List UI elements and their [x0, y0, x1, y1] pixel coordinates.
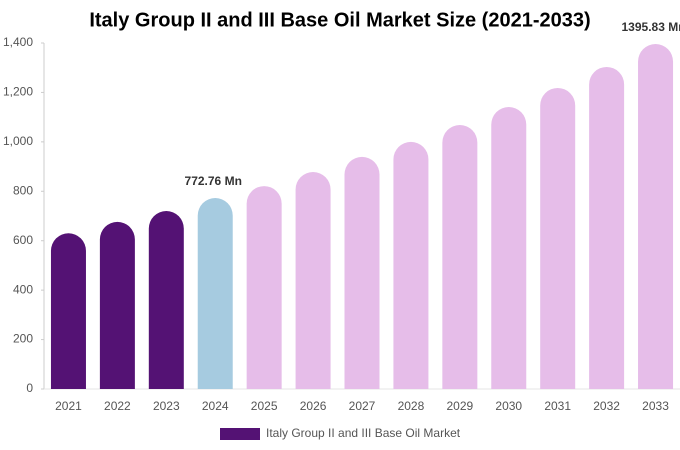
x-tick-label: 2027	[349, 399, 376, 413]
legend-label: Italy Group II and III Base Oil Market	[266, 426, 461, 440]
x-tick-label: 2031	[544, 399, 571, 413]
bar	[246, 186, 282, 389]
bar	[50, 233, 86, 389]
bar	[148, 211, 184, 389]
y-tick-label: 0	[26, 381, 33, 395]
value-label: 1395.83 Mn	[622, 20, 680, 34]
x-tick-label: 2021	[55, 399, 82, 413]
chart-title: Italy Group II and III Base Oil Market S…	[89, 9, 590, 31]
bar	[491, 107, 527, 389]
y-tick-label: 1,000	[3, 134, 33, 148]
x-tick-label: 2022	[104, 399, 131, 413]
bar	[295, 172, 331, 389]
x-tick-label: 2025	[251, 399, 278, 413]
x-tick-label: 2028	[398, 399, 425, 413]
bar	[442, 125, 478, 390]
x-tick-label: 2026	[300, 399, 327, 413]
x-tick-label: 2024	[202, 399, 229, 413]
x-tick-label: 2032	[593, 399, 620, 413]
bar	[99, 221, 135, 389]
x-tick-label: 2023	[153, 399, 180, 413]
value-label: 772.76 Mn	[185, 174, 242, 188]
x-tick-label: 2029	[446, 399, 473, 413]
y-tick-label: 800	[13, 183, 33, 197]
bar	[589, 66, 625, 390]
y-tick-label: 400	[13, 282, 33, 296]
y-tick-label: 200	[13, 332, 33, 346]
bar	[638, 44, 674, 390]
y-tick-label: 1,200	[3, 85, 33, 99]
legend-swatch	[220, 428, 260, 440]
x-tick-label: 2030	[495, 399, 522, 413]
bar	[393, 141, 429, 389]
bar	[344, 156, 380, 389]
bar	[540, 87, 576, 389]
x-tick-label: 2033	[642, 399, 669, 413]
y-tick-label: 600	[13, 233, 33, 247]
y-tick-label: 1,400	[3, 35, 33, 49]
bar	[197, 198, 233, 389]
